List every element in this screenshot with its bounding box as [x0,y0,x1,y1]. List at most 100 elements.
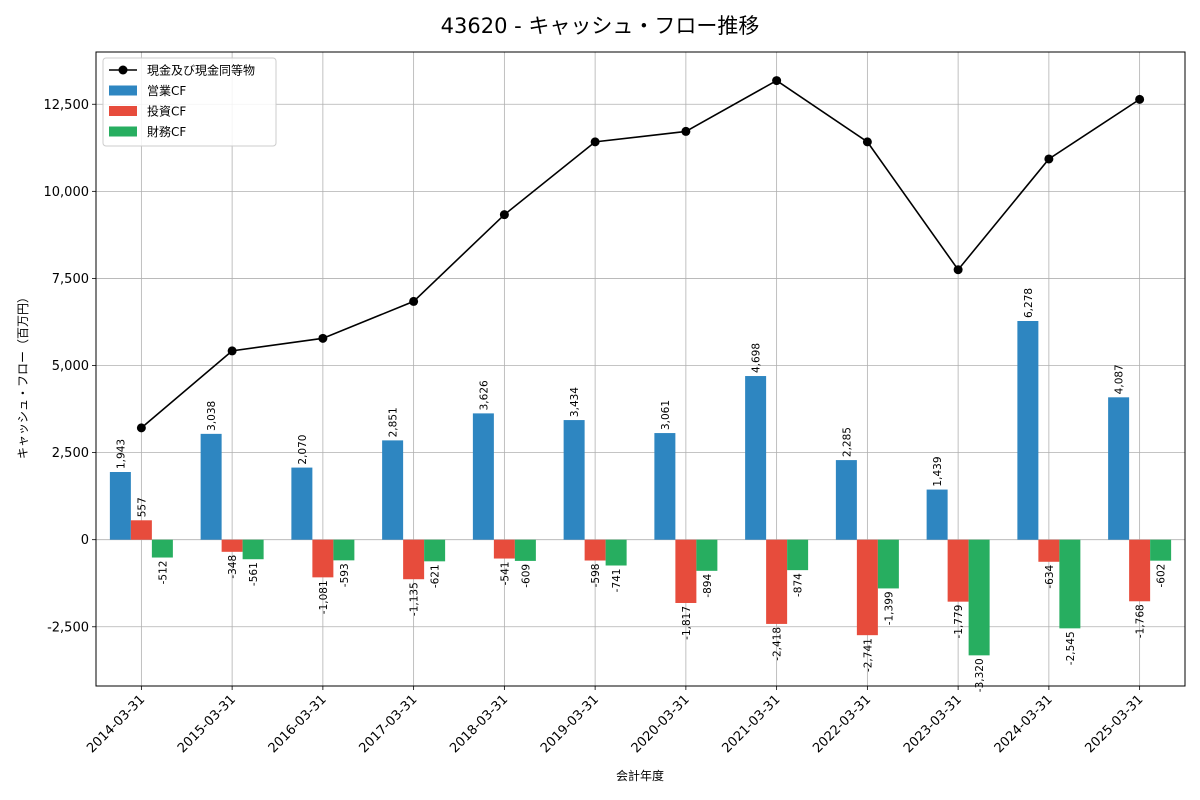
legend-swatch [109,106,137,116]
cash-point [136,423,146,433]
bar-financing [1059,539,1081,629]
bar-data-label: 1,943 [115,439,127,469]
bar-investing [1038,539,1060,562]
bar-data-label: -598 [590,564,602,588]
bar-data-label: -1,081 [318,580,330,614]
legend-box [102,57,277,147]
bar-operating [835,460,857,540]
x-tick-label: 2019-03-31 [538,692,602,756]
bars-layer [109,320,1172,656]
bar-data-label: -741 [611,569,623,593]
bar-investing [312,539,334,578]
bar-operating [926,489,948,540]
bar-data-label: -1,768 [1135,604,1147,638]
bar-operating [1017,320,1039,540]
bar-data-label: 2,851 [388,407,400,437]
y-tick-label: -2,500 [47,620,89,635]
bar-data-label: -3,320 [974,658,986,692]
bar-data-label: 3,626 [478,380,490,410]
bar-investing [947,539,969,602]
bar-data-label: 557 [136,497,148,517]
x-tick-label: 2014-03-31 [84,692,148,756]
cash-point [318,333,328,343]
y-tick-label: 7,500 [52,272,89,287]
cash-point [953,265,963,275]
cash-point [499,210,509,220]
x-tick-label: 2024-03-31 [992,692,1056,756]
bar-data-label: -512 [157,561,169,585]
x-tick-label: 2025-03-31 [1082,692,1146,756]
cash-point [227,346,237,356]
bar-investing [221,539,243,552]
bar-data-label: -609 [520,564,532,588]
legend-label: 投資CF [147,104,186,119]
y-tick-label: 2,500 [52,446,89,461]
legend-label: 営業CF [147,84,186,98]
bar-investing [856,539,878,636]
bar-operating [472,413,494,540]
bar-investing [584,539,606,561]
bar-financing [968,539,990,656]
bar-financing [605,539,627,566]
cash-point [772,76,782,86]
cash-line [140,79,1141,429]
x-tick-label: 2018-03-31 [447,692,511,756]
x-tick-label: 2022-03-31 [810,692,874,756]
bar-data-label: -593 [339,563,351,587]
bar-data-label: -894 [702,574,714,598]
x-tick-label: 2020-03-31 [629,692,693,756]
bar-data-label: 2,285 [841,427,853,457]
bar-data-label: 4,087 [1114,364,1126,394]
bar-data-label: -602 [1156,564,1168,588]
y-tick-label: 5,000 [52,359,89,374]
legend-swatch [109,126,137,137]
bar-investing [130,520,152,540]
x-tick-label: 2021-03-31 [719,692,783,756]
bar-data-label: -2,741 [862,638,874,672]
bar-operating [745,376,767,540]
bar-investing [493,539,515,559]
cash-point [409,296,419,306]
cash-point [862,137,872,147]
legend-marker [118,65,128,75]
bar-data-label: -1,779 [953,605,965,639]
bar-financing [424,539,446,562]
x-tick-label: 2016-03-31 [266,692,330,756]
bar-operating [291,467,313,540]
bar-data-label: -2,545 [1065,631,1077,665]
bar-operating [1108,397,1130,540]
bar-financing [333,539,355,561]
bar-operating [109,472,131,540]
legend-label: 現金及び現金同等物 [147,63,255,78]
x-tick-label: 2017-03-31 [356,692,420,756]
y-tick-label: 12,500 [44,98,90,113]
bar-data-label: -561 [248,562,260,586]
bar-data-label: 3,038 [206,401,218,431]
bar-investing [766,539,788,624]
bar-financing [1150,539,1172,561]
bar-data-label: -1,135 [409,582,421,616]
bar-data-label: -1,399 [883,591,895,625]
bar-data-label: -634 [1044,564,1056,588]
bar-data-label: 4,698 [751,343,763,373]
y-axis-label: キャッシュ・フロー（百万円） [16,291,30,459]
chart-title: 43620 - キャッシュ・フロー推移 [441,14,760,38]
bar-investing [1129,539,1151,602]
bar-operating [563,420,585,540]
y-tick-label: 10,000 [44,185,90,200]
bar-investing [675,539,697,603]
bar-data-label: 6,278 [1023,288,1035,318]
bar-data-label: -348 [227,555,239,579]
legend-swatch [109,85,137,96]
bar-data-label: -874 [793,573,805,597]
x-axis-label: 会計年度 [616,768,664,783]
y-tick-label: 0 [81,533,89,548]
bar-data-label: -1,817 [681,606,693,640]
bar-data-label: -2,418 [772,627,784,661]
plot-frame [95,51,1186,687]
bar-operating [382,440,404,540]
legend-label: 財務CF [147,124,186,139]
bar-data-label: 3,061 [660,400,672,430]
